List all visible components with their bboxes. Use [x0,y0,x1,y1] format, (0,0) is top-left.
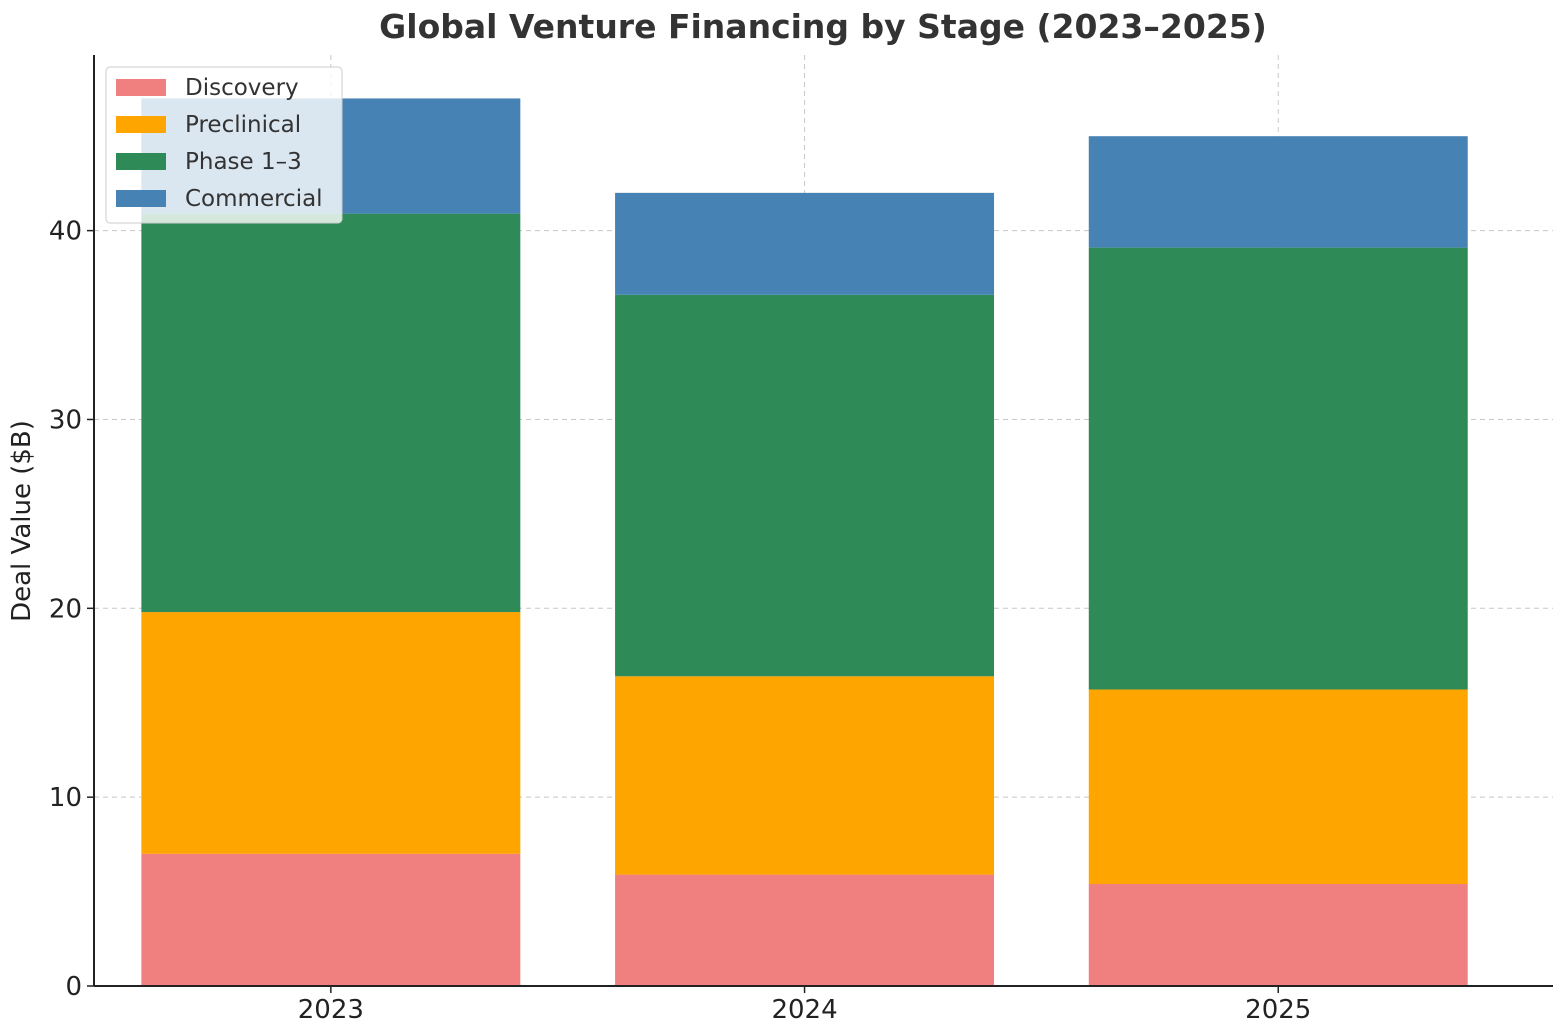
bar-phase-1-3-2025 [1088,247,1468,690]
bars [141,98,1468,986]
legend-swatch-discovery [116,79,166,96]
legend-label-preclinical: Preclinical [185,112,301,138]
legend-label-phase-1-3: Phase 1–3 [185,149,302,175]
y-tick-label-20: 20 [49,594,82,624]
legend-swatch-commercial [116,190,166,207]
legend-swatch-phase-1-3 [116,153,166,170]
legend-swatch-preclinical [116,116,166,133]
bar-discovery-2024 [615,874,995,986]
bar-discovery-2023 [141,853,521,986]
legend-box [105,66,343,224]
legend: Discovery Preclinical Phase 1–3 Commercial [105,66,343,224]
legend-label-commercial: Commercial [185,186,323,212]
annotation-text: ration r [1182,303,1280,329]
bar-discovery-2025 [1088,884,1468,986]
axes [93,55,1553,987]
bar-commercial-2025 [1088,136,1468,248]
chart-title: Global Venture Financing by Stage (2023–… [379,7,1267,46]
bar-phase-1-3-2024 [615,294,995,677]
tick-labels: 0 10 20 30 40 2023 2024 2025 [49,217,1311,1025]
x-tick-label-2025: 2025 [1245,995,1311,1025]
legend-label-discovery: Discovery [185,75,299,101]
bar-preclinical-2023 [141,612,521,854]
y-axis-label: Deal Value ($B) [7,420,37,622]
bar-phase-1-3-2023 [141,213,521,613]
annotation: ration r [1182,303,1375,380]
y-tick-label-0: 0 [65,972,82,1002]
y-tick-label-10: 10 [49,783,82,813]
bar-preclinical-2025 [1088,689,1468,885]
y-tick-label-40: 40 [49,217,82,247]
x-tick-label-2023: 2023 [298,995,364,1025]
bar-commercial-2024 [615,192,995,295]
annotation-arrow [1228,334,1375,380]
y-tick-label-30: 30 [49,405,82,435]
bar-preclinical-2024 [615,676,995,875]
x-tick-label-2024: 2024 [771,995,837,1025]
